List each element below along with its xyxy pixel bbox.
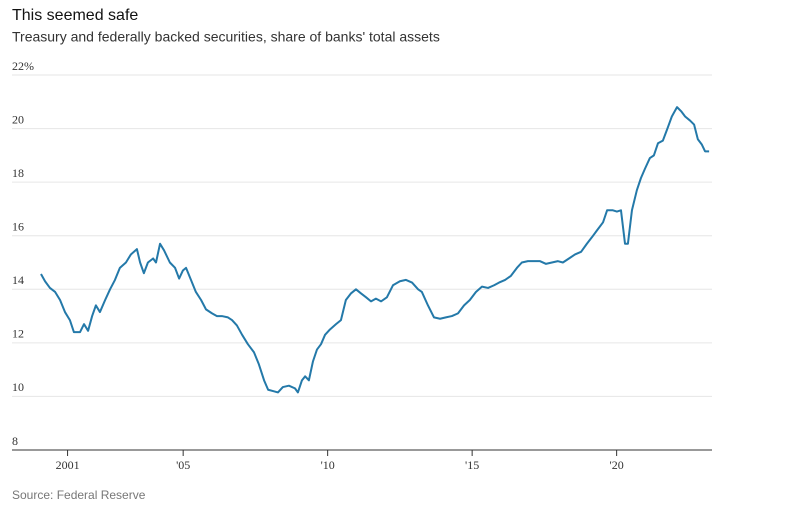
y-tick-label: 16 — [12, 219, 24, 233]
y-tick-label: 22% — [12, 59, 34, 73]
y-tick-label: 10 — [12, 380, 24, 394]
x-tick-label: 2001 — [56, 458, 80, 472]
x-tick-label: '15 — [465, 458, 479, 472]
chart-subtitle: Treasury and federally backed securities… — [12, 29, 440, 45]
y-tick-label: 8 — [12, 434, 18, 448]
y-tick-label: 14 — [12, 273, 24, 287]
x-tick-label: '10 — [321, 458, 335, 472]
y-tick-label: 20 — [12, 112, 24, 126]
chart-title: This seemed safe — [12, 7, 138, 24]
y-tick-label: 12 — [12, 327, 24, 341]
x-tick-label: '20 — [610, 458, 624, 472]
y-tick-label: 18 — [12, 166, 24, 180]
x-tick-label: '05 — [176, 458, 190, 472]
source-note: Source: Federal Reserve — [12, 488, 146, 502]
data-line — [40, 106, 710, 394]
